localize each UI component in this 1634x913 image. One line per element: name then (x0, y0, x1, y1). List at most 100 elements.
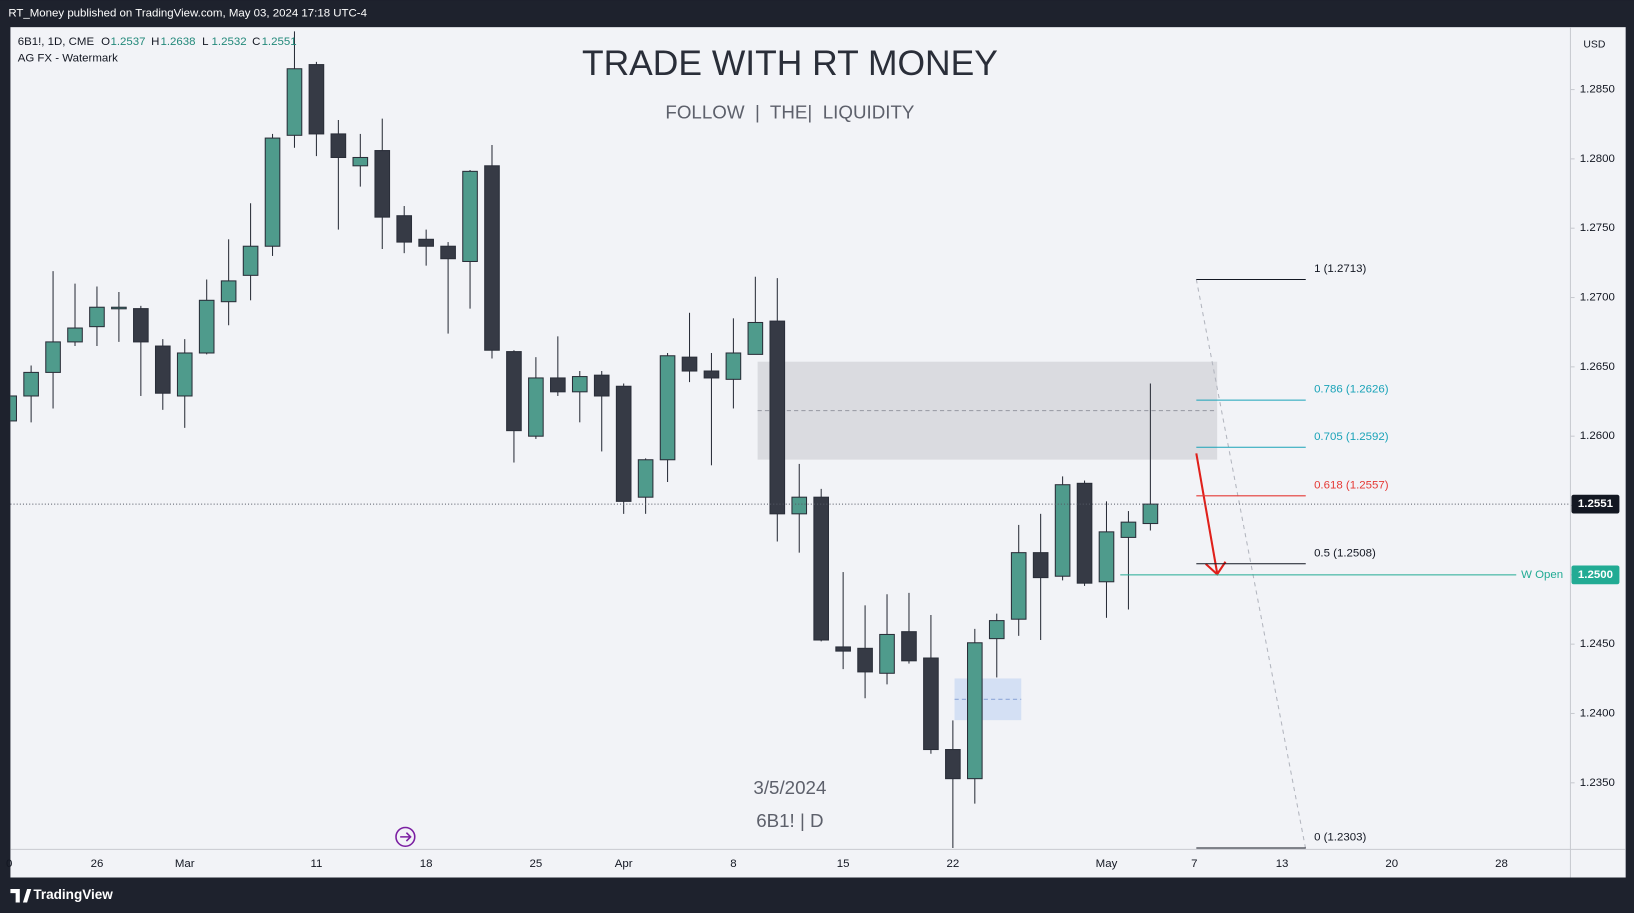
watermark-title: TRADE WITH RT MONEY (582, 43, 998, 83)
candle-body-up (1098, 531, 1115, 583)
candle-body-down (703, 370, 720, 379)
fib-label: 0 (1.2303) (1314, 832, 1366, 844)
candle-body-down (901, 631, 917, 662)
candle-body-up (637, 459, 654, 498)
w-open-name: W Open (1521, 569, 1563, 581)
x-tick-label: 7 (1191, 858, 1197, 870)
candle-body-down (374, 150, 391, 218)
candle-body-up (747, 321, 764, 355)
y-tick-label: 1.2400 (1580, 708, 1615, 720)
x-tick-label: 15 (837, 858, 850, 870)
y-tick-label: 1.2750 (1580, 222, 1615, 234)
y-tick-label: 1.2650 (1580, 361, 1615, 373)
x-tick-label: 8 (730, 858, 736, 870)
candle-body-up (725, 352, 742, 380)
ohlc-value: 1.2532 (212, 36, 247, 48)
indicator-name: AG FX - Watermark (18, 52, 118, 64)
x-tick-label: 18 (420, 858, 433, 870)
candle-body-up (791, 496, 808, 515)
ohlc-value: 1.2537 (110, 36, 145, 48)
w-open-badge (1571, 565, 1620, 585)
candle-body-down (835, 646, 851, 652)
fib-label: 0.5 (1.2508) (1314, 547, 1376, 559)
candle-body-up (462, 170, 478, 263)
watermark-date: 3/5/2024 (753, 777, 826, 798)
candle-body-up (242, 245, 259, 276)
candle-body-up (89, 306, 105, 328)
y-tick-label: 1.2350 (1580, 777, 1615, 789)
candle-body-down (681, 356, 698, 372)
w-open-value: 1.2500 (1578, 569, 1613, 581)
sell-arrow (1195, 453, 1227, 576)
candle-body-down (133, 308, 149, 343)
candle-body-up (966, 642, 983, 780)
candle-body-up (1010, 552, 1027, 620)
candle-body-down (1076, 482, 1093, 584)
x-tick-label: 13 (1276, 858, 1289, 870)
x-tick-label: Apr (615, 858, 633, 870)
watermark-subtitle: FOLLOW | THE| LIQUIDITY (665, 102, 915, 123)
candle-body-down (330, 133, 347, 159)
candle-body-up (1054, 484, 1071, 577)
candle-body-up (988, 620, 1005, 640)
fib-trend-line (1195, 279, 1307, 850)
candle-body-up (10, 395, 17, 422)
candle-body-down (857, 647, 873, 673)
last-price-label: 1.2551 (1578, 498, 1614, 510)
candle-body-up (198, 299, 215, 354)
candle-body-down (308, 64, 325, 135)
candle-body-up (67, 327, 83, 343)
candle-body-up (1142, 503, 1159, 525)
candle-body-down (813, 496, 830, 641)
x-tick-label: 25 (530, 858, 543, 870)
x-tick-label: 0 (6, 858, 12, 870)
candle-body-down (1032, 552, 1049, 579)
ohlc-key: H (151, 36, 159, 48)
ohlc-key: O (101, 36, 110, 48)
candle-body-down (923, 657, 939, 751)
y-tick-label: 1.2600 (1580, 430, 1615, 442)
ohlc-value: 1.2551 (262, 36, 297, 48)
plot (10, 31, 1159, 848)
y-tick-label: 1.2450 (1580, 638, 1615, 650)
ohlc-key: L (202, 36, 208, 48)
candle-body-down (396, 215, 413, 243)
candle-body-up (1120, 521, 1137, 538)
fib-label: 0.705 (1.2592) (1314, 431, 1389, 443)
candle-body-down (769, 320, 786, 515)
publisher: RT_Money published on TradingView.com, M… (8, 8, 367, 20)
ohlc-value: 1.2638 (160, 36, 195, 48)
brand: TradingView (33, 887, 113, 902)
currency: USD (1583, 40, 1605, 51)
x-tick-label: 26 (91, 858, 104, 870)
y-tick-label: 1.2700 (1580, 292, 1615, 304)
candle-body-down (615, 385, 632, 502)
symbol-info: 6B1!, 1D, CME (18, 36, 95, 48)
x-tick-label: 22 (946, 858, 959, 870)
watermark-symbol: 6B1! | D (756, 810, 823, 831)
candle-body-up (23, 371, 39, 397)
last-price-badge (1571, 494, 1620, 514)
purple-icon (395, 826, 416, 848)
tradingview-logo: TradingView (10, 887, 113, 903)
fib-label: 0.786 (1.2626) (1314, 384, 1389, 396)
candle-body-up (528, 377, 544, 437)
candle-body-up (352, 156, 369, 167)
candle-body-up (659, 355, 676, 461)
candle-body-up (220, 280, 237, 303)
x-tick-label: 20 (1385, 858, 1398, 870)
candle-body-down (593, 374, 610, 397)
x-tick-label: Mar (175, 858, 195, 870)
candle-body-up (571, 376, 588, 393)
fib-label: 0.618 (1.2557) (1314, 479, 1389, 491)
candle-body-down (484, 165, 500, 351)
x-tick-label: May (1096, 858, 1118, 870)
candle-body-up (879, 633, 895, 674)
fib-label: 1 (1.2713) (1314, 263, 1366, 275)
candle-body-down (550, 377, 566, 393)
x-tick-label: 11 (310, 858, 322, 870)
candle-body-down (440, 245, 456, 260)
candle-body-up (264, 137, 281, 247)
